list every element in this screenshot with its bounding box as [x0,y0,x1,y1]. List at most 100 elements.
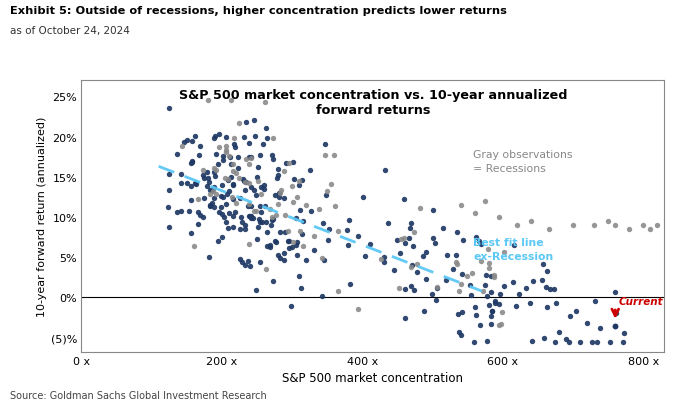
Point [224,153,235,160]
Point [545,286,556,292]
Point [267,156,278,163]
Point [239,223,250,229]
Point [193,196,203,203]
Point [456,202,466,209]
Point [480,198,491,205]
Point [254,259,265,265]
Point [268,135,279,141]
Point [508,279,519,285]
Point [321,188,332,194]
Point [353,233,363,240]
Point [540,284,551,291]
Point [186,160,197,166]
Point [287,160,298,166]
Point [223,188,234,195]
Point [320,153,331,159]
Point [193,209,203,216]
Point [429,240,440,247]
Point [228,168,239,175]
Point [317,293,327,300]
Point [389,267,400,274]
Point [586,339,597,345]
Y-axis label: 10-year forward return (annualized): 10-year forward return (annualized) [37,117,47,317]
Point [426,291,437,297]
Point [319,142,330,148]
Point [225,174,236,180]
Point [284,245,295,251]
Point [399,315,410,322]
Point [610,222,620,229]
Point [274,190,285,197]
Text: Current: Current [619,296,663,306]
Point [260,266,271,273]
Point [561,336,572,343]
Point [208,170,219,176]
Point [378,254,389,260]
Point [431,297,441,304]
Point [478,288,489,294]
Point [359,254,370,260]
Point [205,203,216,209]
Point [163,204,174,211]
Point [224,211,235,217]
Text: Exhibit 5: Outside of recessions, higher concentration predicts lower returns: Exhibit 5: Outside of recessions, higher… [10,6,507,16]
Point [270,192,281,198]
Point [485,313,496,320]
Point [186,230,197,237]
Point [279,196,290,202]
Point [590,298,601,304]
Point [494,322,504,328]
Point [581,320,592,326]
Point [421,249,432,256]
Point [325,181,336,188]
Point [382,220,393,226]
Point [496,321,506,327]
Point [220,135,231,141]
Point [238,179,249,185]
Point [163,171,174,178]
Point [481,272,492,279]
Point [427,235,438,242]
Point [543,226,554,233]
Point [395,237,406,243]
Point [527,278,538,285]
Point [457,237,468,244]
Point [541,268,552,274]
Point [323,226,334,232]
Point [265,243,276,249]
Point [287,239,298,246]
Point [163,106,174,112]
Point [279,249,290,256]
Point [234,120,245,127]
Point [211,167,222,174]
Point [610,289,621,296]
Point [567,222,578,229]
Point [565,313,576,320]
Point [235,214,246,221]
Point [332,228,343,235]
Point [193,152,204,158]
Point [395,250,405,256]
Point [210,151,221,158]
Point [298,243,308,249]
Point [221,219,232,226]
Point [461,273,472,279]
Point [250,134,260,141]
Point [554,329,565,336]
Point [380,167,391,173]
Point [266,217,277,223]
Point [638,222,649,229]
Point [228,183,239,189]
Point [476,241,487,247]
Point [191,181,202,188]
Point [301,257,312,263]
Point [343,217,354,224]
Point [365,241,376,248]
Point [198,175,209,182]
Point [273,172,283,179]
Point [441,252,452,259]
Point [243,202,254,208]
Point [455,281,466,287]
Point [618,330,629,336]
Text: as of October 24, 2024: as of October 24, 2024 [10,26,130,36]
